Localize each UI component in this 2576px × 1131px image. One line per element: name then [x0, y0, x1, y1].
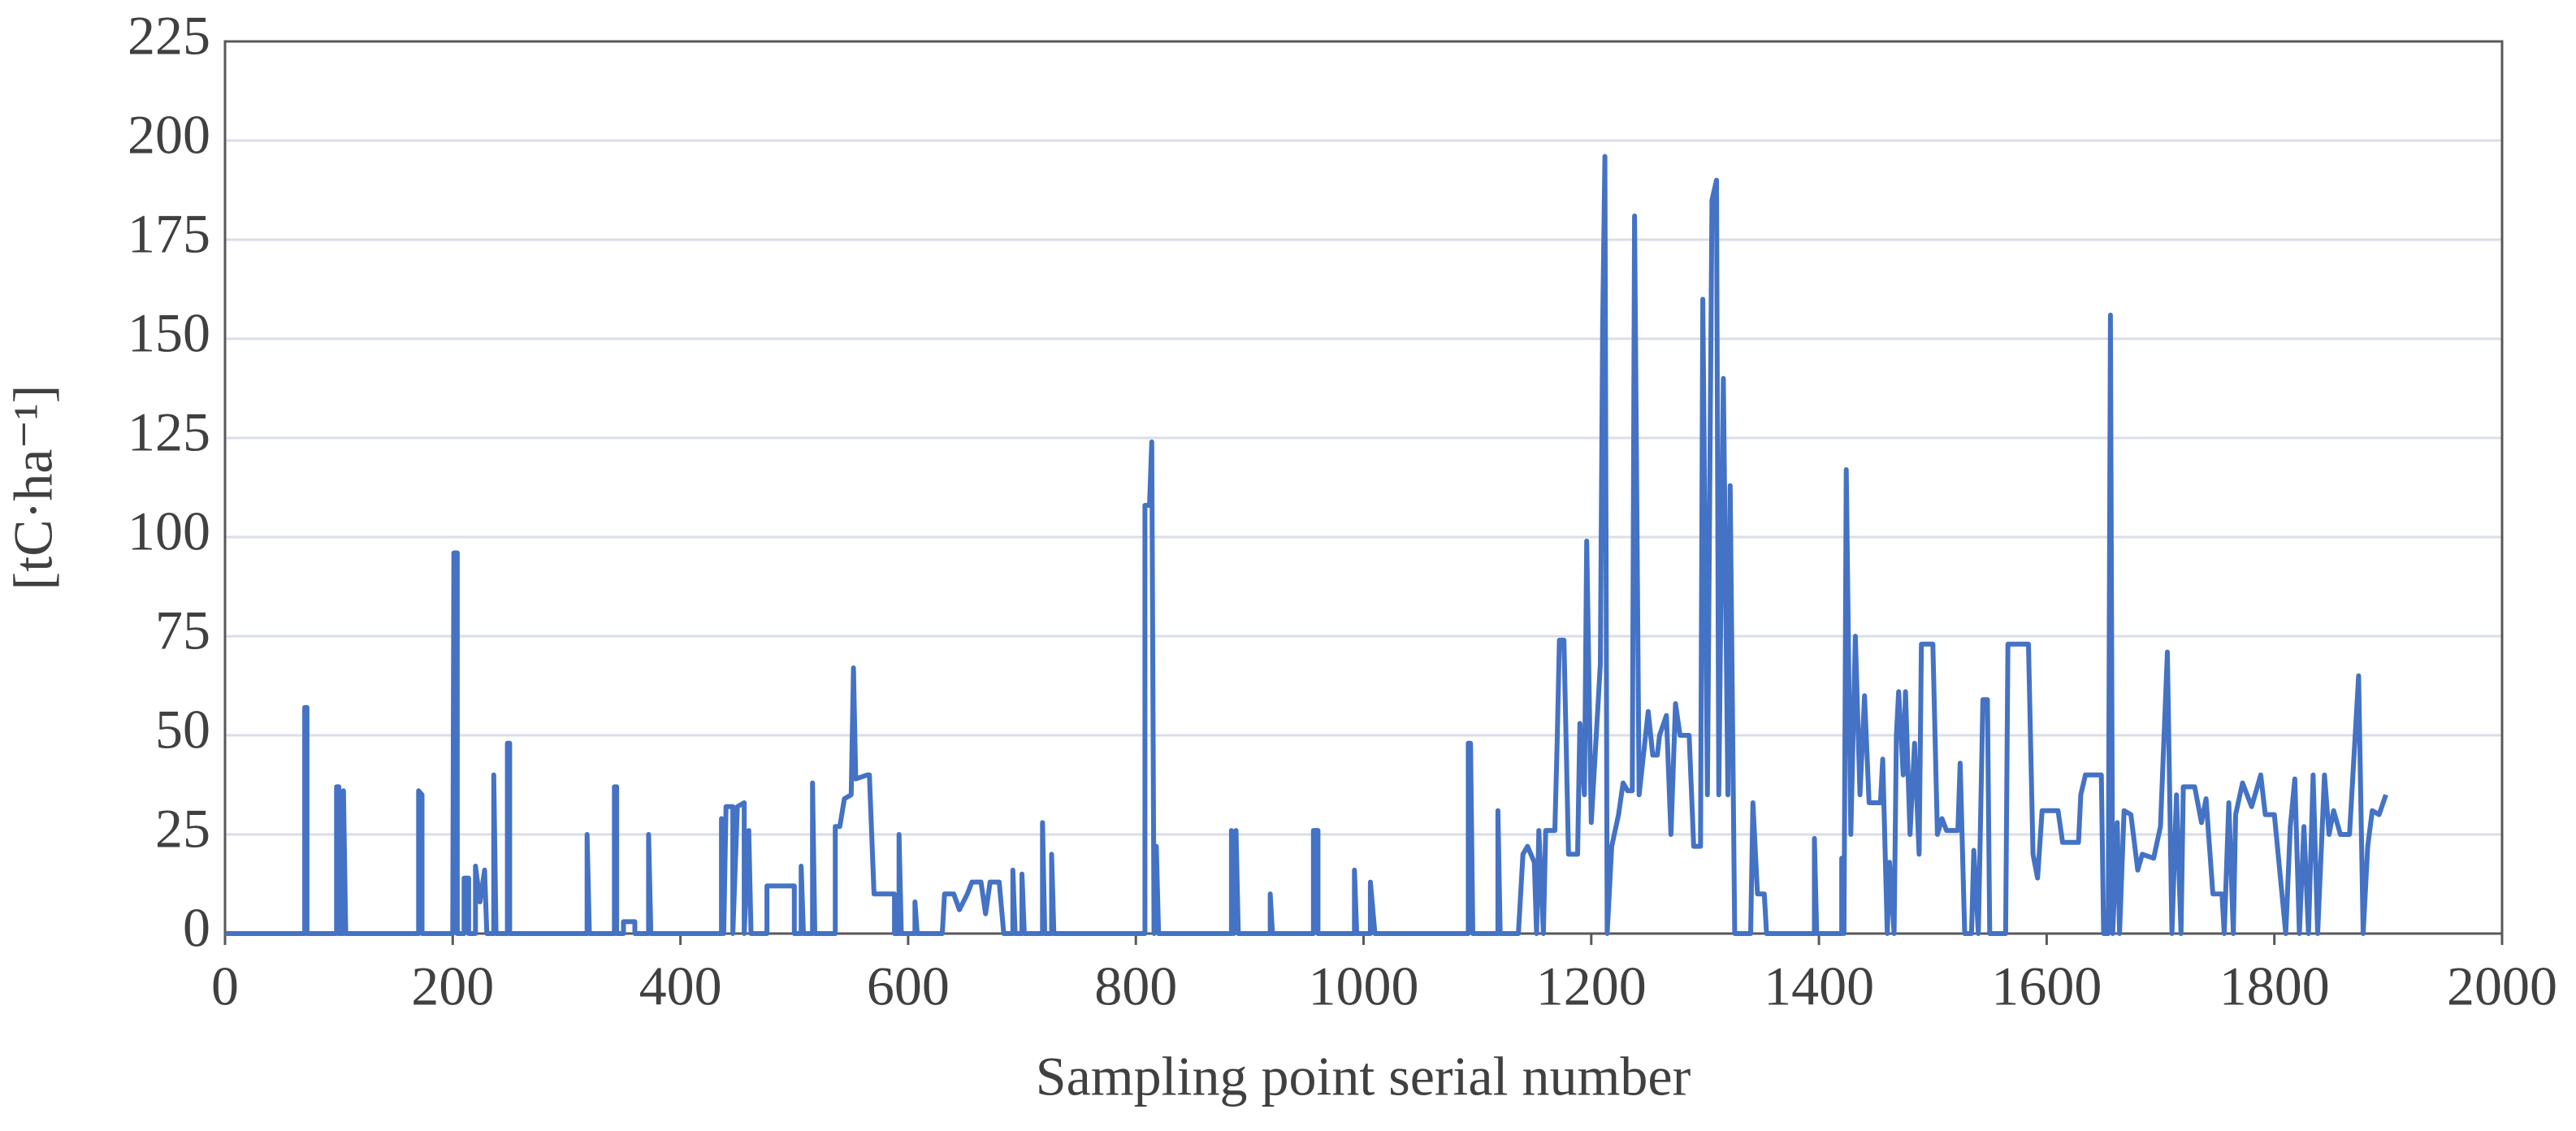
y-tick-label: 25: [155, 798, 210, 860]
y-tick-label: 50: [155, 699, 210, 760]
y-axis-label: [tC·ha⁻¹]: [2, 385, 64, 591]
data-line: [225, 154, 2388, 936]
x-tick-label: 400: [639, 956, 722, 1017]
y-tick-label: 0: [183, 897, 210, 959]
x-tick-label: 600: [867, 956, 950, 1017]
y-tick-label: 100: [128, 500, 210, 562]
y-tick-label: 75: [155, 600, 210, 661]
x-tick-label: 200: [411, 956, 494, 1017]
x-tick-label: 1400: [1764, 956, 1874, 1017]
x-tick-label: 1800: [2219, 956, 2330, 1017]
x-tick-label: 1000: [1309, 956, 1419, 1017]
x-tick-label: 0: [211, 956, 239, 1017]
x-tick-label: 2000: [2447, 956, 2557, 1017]
y-tick-label: 175: [128, 203, 210, 265]
y-tick-label: 150: [128, 302, 210, 364]
x-tick-label: 800: [1094, 956, 1177, 1017]
x-tick-label: 1200: [1536, 956, 1647, 1017]
x-tick-label: 1600: [1991, 956, 2102, 1017]
y-tick-label: 225: [128, 5, 210, 67]
y-tick-label: 200: [128, 104, 210, 166]
x-axis-label: Sampling point serial number: [1036, 1046, 1691, 1107]
y-tick-label: 125: [128, 401, 210, 463]
